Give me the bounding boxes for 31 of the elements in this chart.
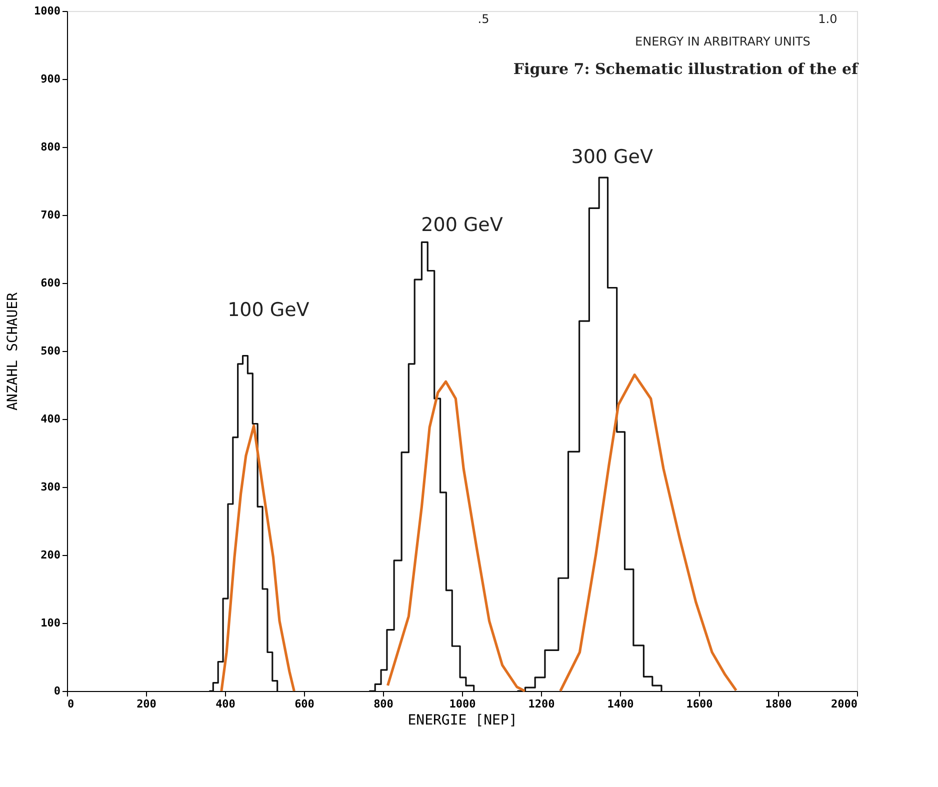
- x-tick-label: 1600: [686, 698, 713, 710]
- y-tick-label: 900: [40, 72, 60, 86]
- y-tick-label: 200: [40, 548, 60, 562]
- annotation: .5: [478, 12, 490, 26]
- annotation: 100 GeV: [228, 299, 310, 322]
- x-tick-label: 1400: [607, 698, 634, 710]
- annotation: ENERGY IN ARBITRARY UNITS: [635, 34, 810, 49]
- x-tick-label: 800: [374, 698, 394, 710]
- annotation: 200 GeV: [421, 214, 503, 236]
- x-axis-title: ENERGIE [NEP]: [408, 712, 518, 728]
- annotation: 1.0: [818, 12, 838, 26]
- y-tick-label: 800: [40, 140, 60, 154]
- x-tick-label: 1200: [528, 698, 555, 710]
- x-tick-label: 600: [294, 698, 314, 710]
- x-tick-label: 2000: [831, 698, 858, 710]
- y-tick-label: 1000: [34, 4, 60, 18]
- y-tick-label: 600: [40, 276, 60, 290]
- y-tick-label: 100: [40, 616, 60, 630]
- x-tick-label: 400: [216, 698, 236, 710]
- x-tick-label: 1000: [449, 698, 476, 710]
- y-axis-title: ANZAHL SCHAUER: [5, 292, 22, 411]
- y-tick-label: 300: [40, 480, 60, 494]
- y-tick-label: 500: [40, 344, 60, 358]
- y-tick-label: 700: [40, 208, 60, 222]
- annotation: Figure 7: Schematic illustration of the ef: [513, 60, 860, 78]
- x-tick-label: 0: [68, 698, 74, 710]
- x-tick-label: 1800: [765, 698, 792, 710]
- x-tick-label: 200: [136, 698, 156, 710]
- y-tick-label: 400: [40, 412, 60, 426]
- y-tick-label: 0: [54, 684, 60, 698]
- annotation: 300 GeV: [571, 146, 653, 168]
